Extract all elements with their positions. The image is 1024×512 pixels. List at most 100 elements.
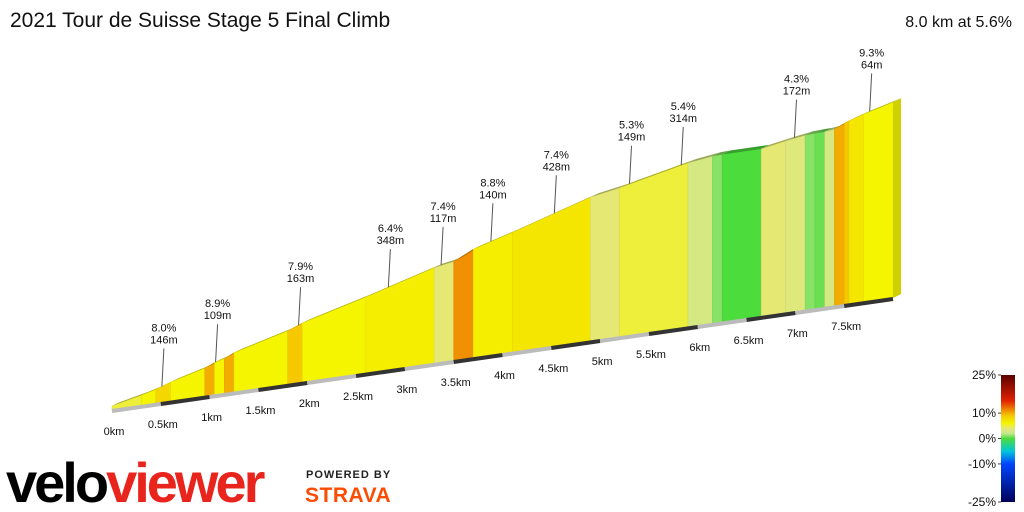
profile-segment xyxy=(863,101,894,303)
annotation-label: 8.9% xyxy=(205,298,230,310)
logo: veloviewer xyxy=(6,451,265,512)
profile-segment xyxy=(834,122,845,307)
colorbar-tick-label: 10% xyxy=(972,406,996,420)
x-tick-label: 5.5km xyxy=(636,349,666,361)
profile-segment xyxy=(472,232,513,359)
x-tick xyxy=(306,374,357,385)
profile-road xyxy=(863,98,901,115)
x-tick-label: 2.5km xyxy=(343,391,373,403)
profile-segment xyxy=(365,267,435,374)
annotation-label: 4.3% xyxy=(784,74,809,86)
colorbar-tick-label: 0% xyxy=(979,432,997,446)
annotation-sublabel: 117m xyxy=(430,213,457,225)
x-tick xyxy=(502,346,552,357)
profile-road xyxy=(590,183,628,198)
colorbar xyxy=(1001,375,1015,502)
x-tick-label: 2km xyxy=(299,398,320,410)
x-tick-label: 6km xyxy=(689,342,710,354)
x-tick xyxy=(795,304,845,315)
profile-segment xyxy=(233,330,288,393)
annotation-leader xyxy=(490,203,494,242)
annotation-leader xyxy=(553,175,557,214)
profile-segment xyxy=(512,196,591,353)
annotation-sublabel: 314m xyxy=(669,113,697,125)
x-tick-label: 0.5km xyxy=(148,419,178,431)
x-tick xyxy=(746,311,796,322)
profile-segment xyxy=(843,120,850,306)
profile-segment xyxy=(804,133,816,311)
x-tick-label: 3km xyxy=(396,384,417,396)
x-tick-label: 1.5km xyxy=(245,405,275,417)
profile-segment xyxy=(287,322,303,386)
profile-segment xyxy=(590,187,620,342)
annotation-label: 7.9% xyxy=(288,261,313,273)
annotation-sublabel: 348m xyxy=(377,235,405,247)
annotation-sublabel: 149m xyxy=(618,132,646,144)
annotation-sublabel: 172m xyxy=(783,86,811,98)
profile-segment xyxy=(433,261,454,365)
profile-end xyxy=(893,98,901,298)
profile-road xyxy=(170,364,213,383)
x-tick xyxy=(843,297,894,308)
annotation-leader xyxy=(629,145,633,184)
profile-road xyxy=(761,137,794,149)
annotation-sublabel: 146m xyxy=(150,334,178,346)
x-tick-label: 4km xyxy=(494,370,515,382)
profile-road xyxy=(687,152,721,164)
annotation-leader xyxy=(215,324,219,363)
annotation-leader xyxy=(869,73,873,112)
profile-road xyxy=(512,193,599,233)
colorbar-tick-label: -25% xyxy=(968,495,996,509)
profile-road xyxy=(849,110,872,121)
annotation-sublabel: 428m xyxy=(543,161,571,173)
powered-by: POWERED BY xyxy=(306,469,391,481)
annotation-label: 7.4% xyxy=(431,201,456,213)
annotation-label: 7.4% xyxy=(544,149,569,161)
x-tick-label: 5km xyxy=(592,356,613,368)
x-tick xyxy=(258,381,308,392)
profile-road xyxy=(365,263,443,298)
x-tick xyxy=(209,388,259,399)
profile-segment xyxy=(848,113,864,305)
x-tick xyxy=(648,325,699,336)
annotation-leader xyxy=(440,226,444,265)
profile-road xyxy=(814,127,833,134)
annotation-leader xyxy=(298,287,302,326)
summary: 8.0 km at 5.6% xyxy=(905,14,1012,31)
x-tick-label: 3.5km xyxy=(441,377,471,389)
profile-segment xyxy=(814,131,825,310)
annotation-label: 6.4% xyxy=(378,223,403,235)
profile-segment xyxy=(619,162,689,338)
x-tick xyxy=(697,318,747,329)
x-tick xyxy=(355,367,406,378)
profile-road xyxy=(473,228,521,250)
colorbar-tick-label: -10% xyxy=(968,457,996,471)
profile-segment xyxy=(712,154,723,325)
annotation-label: 5.4% xyxy=(671,101,696,113)
profile-segment xyxy=(687,155,713,328)
annotation-label: 5.3% xyxy=(619,120,644,132)
profile-road xyxy=(302,293,374,324)
x-tick xyxy=(111,402,162,413)
profile-segment xyxy=(453,248,474,362)
profile-road xyxy=(712,150,731,157)
profile-segment xyxy=(155,381,171,404)
x-tick xyxy=(599,332,650,343)
annotation-label: 8.8% xyxy=(480,177,505,189)
annotation-sublabel: 109m xyxy=(204,310,232,322)
profile-road xyxy=(722,144,770,155)
annotation-leader xyxy=(793,99,797,138)
profile: 0km 0.5km 1km 1.5km 2km 2.5km 3km 3.5km 4km 4.5km… xyxy=(104,47,901,438)
profile-segment xyxy=(824,128,835,309)
x-tick xyxy=(160,395,210,406)
profile-segment xyxy=(785,134,806,314)
x-tick-label: 1km xyxy=(201,412,222,424)
x-tick xyxy=(404,360,454,371)
annotation-leader xyxy=(387,249,391,288)
chart-title: 2021 Tour de Suisse Stage 5 Final Climb xyxy=(10,9,390,32)
colorbar-tick-label: 25% xyxy=(972,368,996,382)
profile-segment xyxy=(721,148,762,323)
annotation-sublabel: 140m xyxy=(479,189,507,201)
